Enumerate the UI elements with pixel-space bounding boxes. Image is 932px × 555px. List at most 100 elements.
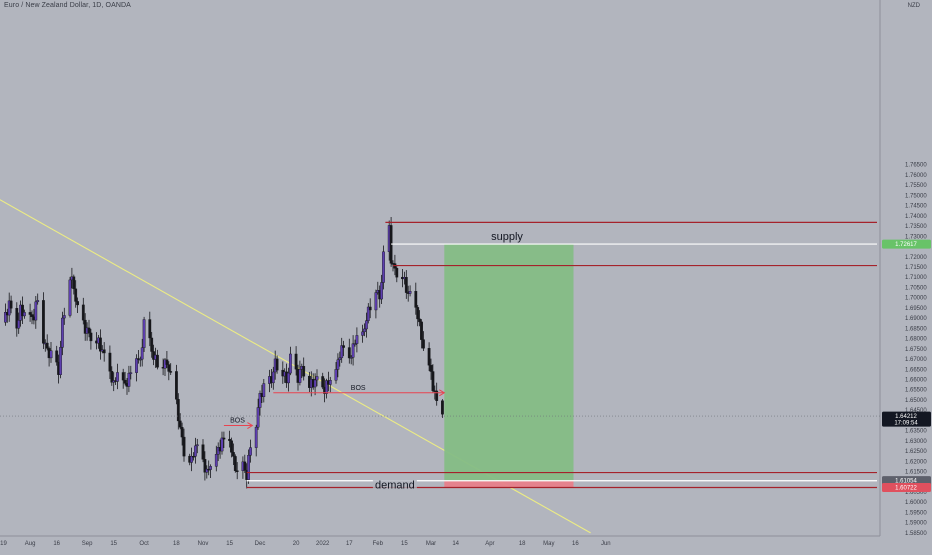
candle-body xyxy=(74,288,78,302)
x-tick-label: Dec xyxy=(255,541,266,547)
y-tick-label: 1.67000 xyxy=(905,357,927,363)
candle-body xyxy=(89,332,93,342)
candle-body xyxy=(313,379,317,388)
candle-body xyxy=(167,364,171,372)
candle-body xyxy=(287,372,290,384)
y-tick-label: 1.58500 xyxy=(905,531,927,537)
candle-body xyxy=(328,380,332,385)
candle-body xyxy=(243,461,247,471)
candle-body xyxy=(404,277,408,293)
candle-body xyxy=(76,301,80,306)
x-tick-label: 16 xyxy=(53,541,60,547)
bos-label: BOS xyxy=(351,385,366,392)
zone-label: supply xyxy=(491,231,523,243)
candle-body xyxy=(205,468,209,473)
zone-label: demand xyxy=(375,479,415,491)
candle-body xyxy=(116,372,119,382)
candle-body xyxy=(233,456,237,471)
y-tick-label: 1.74000 xyxy=(905,214,927,220)
price-badge-value: 1.60722 xyxy=(895,485,917,491)
x-tick-label: Feb xyxy=(373,541,384,547)
candle-body xyxy=(262,383,266,397)
candle-body xyxy=(363,328,366,333)
y-tick-label: 1.72000 xyxy=(905,255,927,261)
candle-body xyxy=(342,345,345,348)
candle-body xyxy=(249,447,252,456)
candle-body xyxy=(420,321,423,340)
candle-body xyxy=(28,312,32,315)
x-tick-label: 2022 xyxy=(316,541,330,547)
x-tick-label: 17 xyxy=(346,541,353,547)
candle-body xyxy=(275,358,279,371)
candle-body xyxy=(83,319,87,334)
candle-body xyxy=(62,315,66,319)
candle-body xyxy=(321,376,325,388)
y-tick-label: 1.75500 xyxy=(905,183,927,189)
price-badge-value: 1.61054 xyxy=(895,479,917,485)
candle-body xyxy=(192,456,195,458)
candle-body xyxy=(34,301,38,321)
candle-body xyxy=(441,400,444,415)
bos-label: BOS xyxy=(230,418,245,425)
x-tick-label: 14 xyxy=(452,541,459,547)
y-tick-label: 1.65000 xyxy=(905,398,927,404)
y-tick-label: 1.73000 xyxy=(905,234,927,240)
candle-body xyxy=(138,358,142,361)
x-tick-label: 20 xyxy=(293,541,300,547)
candle-body xyxy=(220,437,224,452)
levels-layer xyxy=(0,221,880,489)
candle-body xyxy=(42,300,45,344)
candle-body xyxy=(142,319,146,348)
candle-body xyxy=(347,347,351,359)
y-tick-label: 1.75000 xyxy=(905,193,927,199)
candle-body xyxy=(81,304,85,321)
candle-body xyxy=(180,427,184,438)
candle-body xyxy=(176,399,180,422)
symbol-title[interactable]: Euro / New Zealand Dollar, 1D, OANDA xyxy=(4,2,131,9)
candle-body xyxy=(228,438,231,441)
y-tick-label: 1.69500 xyxy=(905,306,927,312)
candle-body xyxy=(15,308,19,329)
candle-body xyxy=(395,268,399,278)
y-tick-label: 1.59500 xyxy=(905,510,927,516)
candle-body xyxy=(193,445,197,457)
candle-body xyxy=(374,292,378,311)
candle-body xyxy=(315,376,319,381)
candle-body xyxy=(298,369,302,383)
candle-body xyxy=(49,350,53,359)
candle-body xyxy=(190,456,193,463)
y-tick-label: 1.60000 xyxy=(905,500,927,506)
candle-body xyxy=(361,331,364,336)
x-tick-label: Aug xyxy=(25,541,36,547)
candle-body xyxy=(380,282,383,300)
candle-body xyxy=(418,318,421,323)
x-tick-label: 15 xyxy=(401,541,408,547)
candle-body xyxy=(422,339,425,349)
candle-body xyxy=(123,379,127,384)
y-tick-label: 1.60500 xyxy=(905,490,927,496)
candle-body xyxy=(408,291,412,294)
candle-body xyxy=(201,444,205,460)
candle-body xyxy=(155,354,159,368)
y-tick-label: 1.67500 xyxy=(905,347,927,353)
y-tick-label: 1.73500 xyxy=(905,224,927,230)
candle-body xyxy=(427,348,431,366)
candle-body xyxy=(129,372,133,374)
price-badge xyxy=(882,482,931,492)
candle-body xyxy=(382,251,385,283)
candle-body xyxy=(55,350,59,363)
candle-body xyxy=(140,347,144,360)
position-target-zone xyxy=(444,244,574,481)
candles-layer xyxy=(3,217,444,489)
candle-body xyxy=(334,369,338,381)
candle-body xyxy=(289,353,292,374)
candle-body xyxy=(178,420,182,428)
x-tick-label: Oct xyxy=(139,541,149,547)
candle-body xyxy=(231,452,235,457)
candle-body xyxy=(195,444,199,447)
x-tick-label: May xyxy=(543,541,554,547)
candle-body xyxy=(214,454,218,467)
